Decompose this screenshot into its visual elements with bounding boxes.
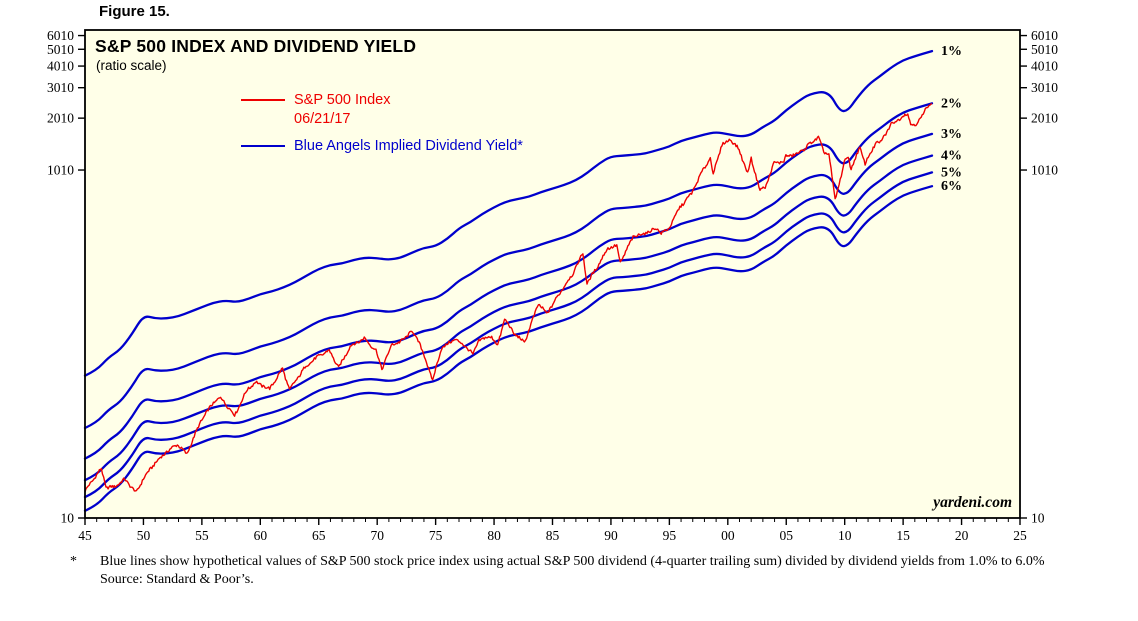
y-tick-label-left: 6010 xyxy=(47,28,74,43)
chart-title: S&P 500 INDEX AND DIVIDEND YIELD xyxy=(95,36,417,56)
x-tick-label: 15 xyxy=(896,528,910,543)
blue-angels-line-5pct xyxy=(83,171,934,499)
y-tick-label-right: 1010 xyxy=(1031,163,1058,178)
footnote-marker: * xyxy=(70,554,77,569)
blue-angels-line-1pct xyxy=(83,49,934,377)
x-tick-label: 95 xyxy=(663,528,677,543)
yield-label-3pct: 3% xyxy=(941,127,962,142)
x-tick-label: 10 xyxy=(838,528,852,543)
x-tick-label: 05 xyxy=(780,528,794,543)
y-tick-label-left: 1010 xyxy=(47,163,74,178)
yield-label-6pct: 6% xyxy=(941,179,962,194)
yield-label-5pct: 5% xyxy=(941,165,962,180)
blue-angels-line-6pct xyxy=(83,185,934,512)
x-tick-label: 45 xyxy=(78,528,92,543)
sp500-line xyxy=(84,103,933,493)
yield-label-4pct: 4% xyxy=(941,149,962,164)
x-tick-label: 50 xyxy=(137,528,151,543)
x-tick-label: 60 xyxy=(254,528,268,543)
sp500-line-swatch xyxy=(241,98,285,101)
blue-angels-legend-label: Blue Angels Implied Dividend Yield* xyxy=(294,137,523,154)
x-tick-label: 80 xyxy=(487,528,501,543)
y-tick-label-right: 3010 xyxy=(1031,80,1058,95)
chart-legend: S&P 500 Index 06/21/17 Blue Angels Impli… xyxy=(241,90,523,155)
x-tick-label: 85 xyxy=(546,528,560,543)
yield-label-1pct: 1% xyxy=(941,44,962,59)
chart-subtitle: (ratio scale) xyxy=(96,58,167,73)
y-tick-label-right: 5010 xyxy=(1031,42,1058,57)
legend-row-sp500: S&P 500 Index xyxy=(241,90,523,109)
y-tick-label-left: 4010 xyxy=(47,59,74,74)
blue-angels-line-swatch xyxy=(241,144,285,147)
x-tick-label: 75 xyxy=(429,528,443,543)
yield-label-2pct: 2% xyxy=(941,96,962,111)
x-tick-label: 00 xyxy=(721,528,735,543)
y-tick-label-right: 6010 xyxy=(1031,28,1058,43)
y-tick-label-right: 2010 xyxy=(1031,111,1058,126)
legend-row-sp500-date: 06/21/17 xyxy=(241,109,523,128)
y-tick-label-right: 10 xyxy=(1031,511,1045,526)
blue-angels-line-2pct xyxy=(83,102,934,430)
x-tick-label: 70 xyxy=(370,528,384,543)
footnote-text: Blue lines show hypothetical values of S… xyxy=(100,554,1045,569)
figure-label: Figure 15. xyxy=(99,3,170,20)
watermark: yardeni.com xyxy=(933,494,1012,511)
footnote-source: Source: Standard & Poor’s. xyxy=(100,572,254,588)
x-tick-label: 90 xyxy=(604,528,618,543)
y-tick-label-left: 10 xyxy=(61,511,75,526)
blue-angels-line-3pct xyxy=(83,132,934,460)
footnote: * Blue lines show hypothetical values of… xyxy=(70,553,1075,589)
x-tick-label: 25 xyxy=(1013,528,1027,543)
sp500-legend-label: S&P 500 Index xyxy=(294,91,391,108)
x-tick-label: 20 xyxy=(955,528,969,543)
plot-area xyxy=(85,30,1020,518)
x-tick-label: 55 xyxy=(195,528,209,543)
footnote-body: Blue lines show hypothetical values of S… xyxy=(100,553,1075,589)
y-tick-label-left: 2010 xyxy=(47,111,74,126)
legend-row-blue-angels: Blue Angels Implied Dividend Yield* xyxy=(241,136,523,155)
blue-angels-line-4pct xyxy=(83,154,934,482)
sp500-asof-date: 06/21/17 xyxy=(294,110,351,127)
y-tick-label-right: 4010 xyxy=(1031,59,1058,74)
y-tick-label-left: 5010 xyxy=(47,42,74,57)
y-tick-label-left: 3010 xyxy=(47,80,74,95)
x-tick-label: 65 xyxy=(312,528,326,543)
